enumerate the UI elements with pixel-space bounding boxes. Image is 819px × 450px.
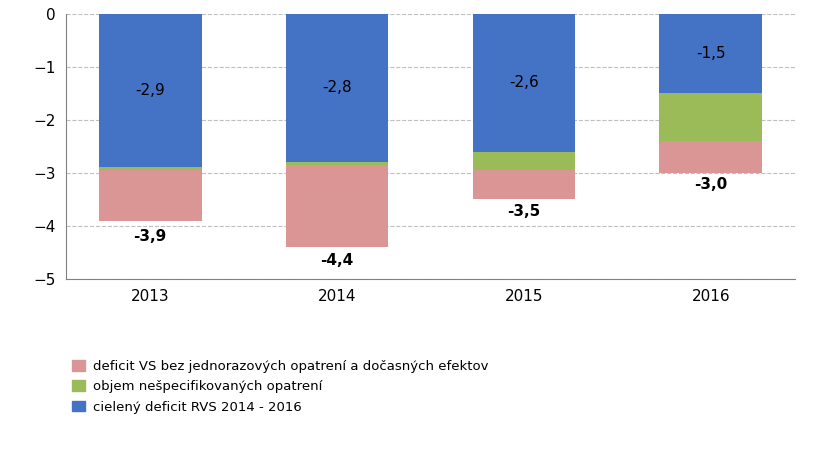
Bar [285,14,388,162]
Bar [472,14,575,152]
Bar [472,152,575,170]
Text: -3,0: -3,0 [694,177,726,192]
Bar [98,170,201,220]
Bar [658,93,762,141]
Text: -3,9: -3,9 [133,229,166,244]
Bar [285,162,388,165]
Text: -2,9: -2,9 [135,83,165,98]
Bar [658,14,762,93]
Bar [98,167,201,170]
Bar [98,14,201,167]
Legend: deficit VS bez jednorazových opatrení a dočasných efektov, objem nešpecifikovaný: deficit VS bez jednorazových opatrení a … [72,360,488,414]
Bar [285,165,388,247]
Text: -1,5: -1,5 [695,46,725,61]
Text: -4,4: -4,4 [320,253,353,268]
Bar [472,170,575,199]
Bar [658,141,762,173]
Text: -2,8: -2,8 [322,81,351,95]
Text: -3,5: -3,5 [507,204,540,219]
Text: -2,6: -2,6 [509,75,538,90]
